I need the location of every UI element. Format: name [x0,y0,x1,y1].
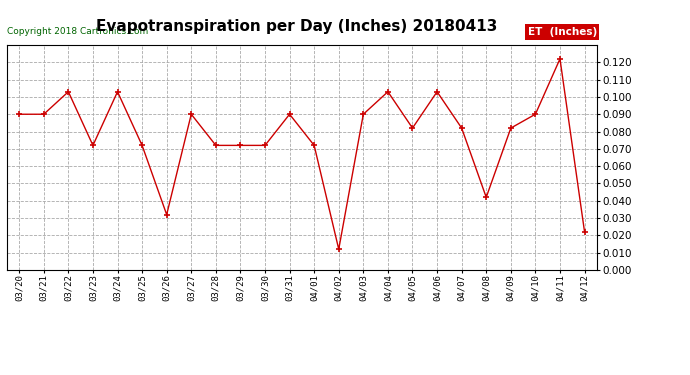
Text: Copyright 2018 Cartronics.com: Copyright 2018 Cartronics.com [7,27,148,36]
Text: ET  (Inches): ET (Inches) [528,27,597,37]
Text: Evapotranspiration per Day (Inches) 20180413: Evapotranspiration per Day (Inches) 2018… [96,19,497,34]
